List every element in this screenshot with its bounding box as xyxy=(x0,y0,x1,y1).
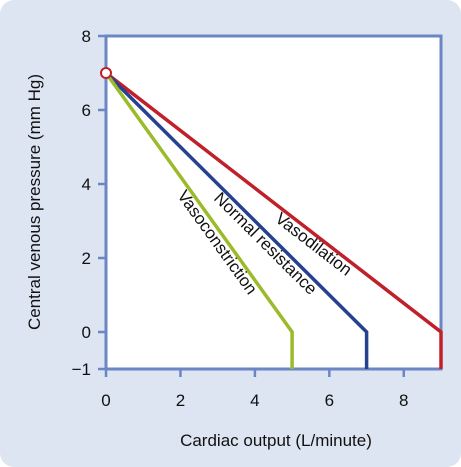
x-axis-title: Cardiac output (L/minute) xyxy=(180,431,372,450)
x-tick-label: 6 xyxy=(325,391,334,410)
y-tick-label: 8 xyxy=(82,27,91,46)
series-line-vasoconstriction xyxy=(104,71,294,369)
y-tick-label: 2 xyxy=(82,249,91,268)
series-line-normal-resistance xyxy=(104,71,369,369)
x-tick-label: 8 xyxy=(399,391,408,410)
y-tick-label: 4 xyxy=(82,175,91,194)
x-tick-label: 0 xyxy=(101,391,110,410)
y-tick-label: 6 xyxy=(82,101,91,120)
series-line-vasodilation xyxy=(104,71,443,369)
x-tick-label: 2 xyxy=(176,391,185,410)
start-point-marker xyxy=(100,67,112,79)
y-tick-label: 0 xyxy=(82,323,91,342)
x-tick-label: 4 xyxy=(250,391,259,410)
y-axis-title: Central venous pressure (mm Hg) xyxy=(25,74,44,330)
y-tick-label: −1 xyxy=(72,360,91,379)
